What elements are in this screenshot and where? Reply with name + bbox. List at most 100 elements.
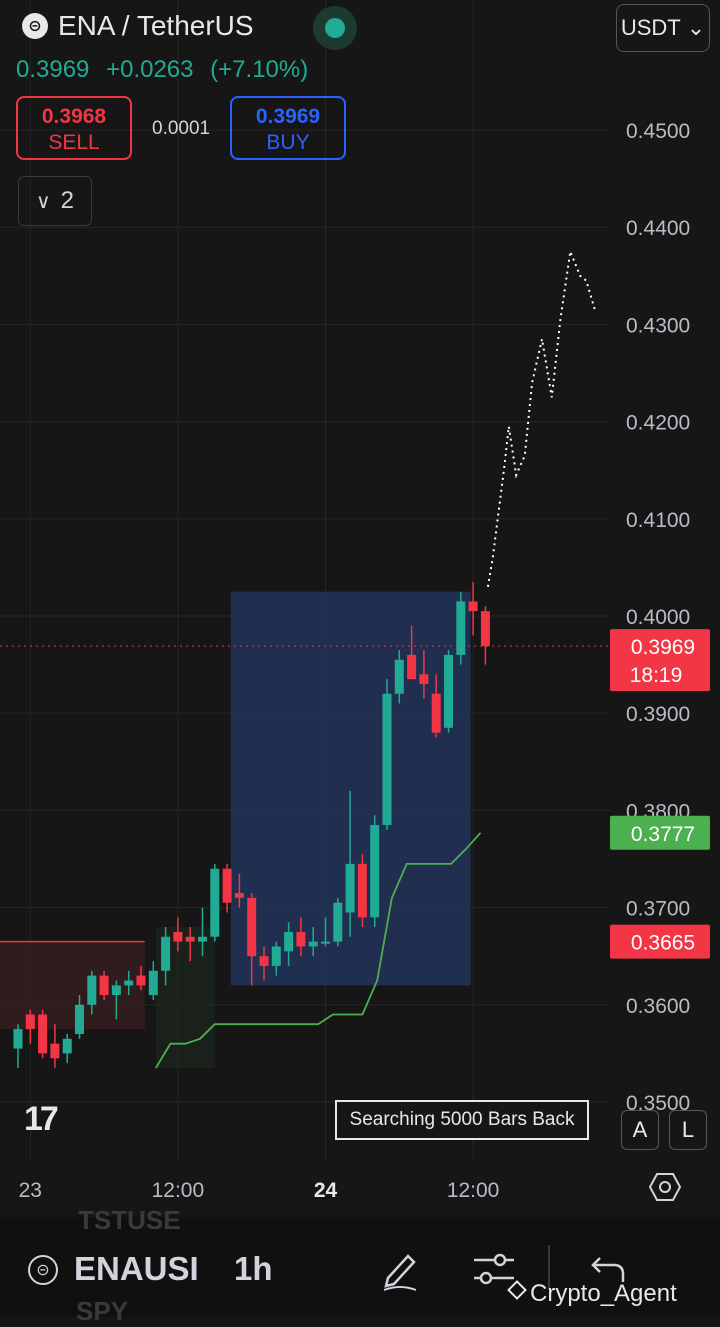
candle-body	[222, 868, 232, 903]
candle-body	[111, 985, 121, 996]
x-tick-label: 23	[19, 1179, 42, 1202]
timeframe-picker[interactable]: 1h	[234, 1250, 273, 1287]
y-tick-label: 0.4000	[626, 606, 690, 629]
candle-body	[124, 980, 134, 986]
price-tag	[610, 924, 710, 959]
price-chart[interactable]: 0.4500 0.4400 0.4300 0.4200 0.4100 0.4000 0.39…	[0, 0, 720, 1217]
x-tick-label: 24	[314, 1179, 338, 1202]
candle-body	[308, 941, 318, 947]
price-summary: 0.3969 +0.0263 (+7.10%)	[16, 56, 318, 84]
sell-price: 0.3968	[41, 105, 107, 128]
auto-scale-button[interactable]: A	[621, 1110, 659, 1150]
buy-price: 0.3969	[255, 105, 321, 128]
candle-body	[99, 975, 109, 996]
market-open-icon	[313, 6, 357, 50]
next-symbol: SPY	[76, 1296, 129, 1326]
indicators-toggle-button[interactable]: ∨ 2	[18, 176, 92, 226]
indicator-count: 2	[60, 187, 74, 214]
log-scale-button[interactable]: L	[669, 1110, 707, 1150]
x-tick-label: 12:00	[152, 1179, 205, 1202]
candle-body	[50, 1043, 60, 1059]
y-tick-label: 0.3900	[626, 703, 690, 726]
price-tag-value: 0.3969	[631, 636, 695, 659]
y-tick-label: 0.3700	[626, 898, 690, 921]
sell-button[interactable]: 0.3968 SELL	[16, 96, 132, 160]
candle-body	[38, 1014, 48, 1054]
y-tick-label: 0.3500	[626, 1092, 690, 1115]
tradingview-logo-icon: 17	[24, 1100, 59, 1138]
bottom-toolbar	[0, 1217, 720, 1317]
symbol-logo-icon: ⊝	[28, 1255, 58, 1285]
candle-body	[456, 601, 466, 655]
x-tick-label: 12:00	[447, 1179, 500, 1202]
search-status-box: Searching 5000 Bars Back	[335, 1100, 589, 1140]
y-tick-label: 0.4200	[626, 412, 690, 435]
candle-body	[173, 931, 183, 942]
candle-body	[148, 970, 158, 996]
candle-body	[198, 936, 207, 942]
price-change-pct: (+7.10%)	[210, 56, 309, 83]
candle-body	[468, 601, 478, 612]
pencil-icon[interactable]	[380, 1248, 420, 1292]
price-tag	[610, 629, 710, 692]
candle-body	[321, 941, 330, 944]
chevron-down-icon: ∨	[36, 190, 51, 213]
currency-label: USDT	[620, 15, 681, 40]
buy-label: BUY	[266, 131, 310, 154]
candle-body	[284, 931, 294, 952]
prev-symbol: TSTUSE	[78, 1205, 181, 1235]
candle-body	[480, 611, 490, 647]
settings-icon[interactable]	[648, 1170, 682, 1204]
candle-body	[296, 931, 306, 947]
candle-body	[431, 693, 441, 733]
y-tick-label: 0.4400	[626, 217, 690, 240]
projection-path	[486, 247, 596, 587]
candle-body	[210, 868, 220, 937]
candle-body	[333, 902, 343, 942]
spread-value: 0.0001	[152, 118, 211, 139]
price-change: +0.0263	[106, 56, 194, 83]
candle-body	[185, 936, 195, 942]
symbol-picker[interactable]: ENAUSI	[74, 1250, 199, 1287]
price-tag-countdown: 18:19	[630, 664, 683, 687]
candle-body	[62, 1038, 72, 1054]
last-price: 0.3969	[16, 56, 90, 83]
candle-body	[345, 863, 355, 913]
candle-body	[357, 863, 367, 918]
candle-body	[444, 654, 453, 728]
y-tick-label: 0.4500	[626, 120, 690, 143]
candle-body	[382, 693, 392, 825]
candle-body	[13, 1029, 23, 1049]
candle-body	[234, 893, 244, 898]
candle-body	[247, 897, 257, 957]
candle-body	[87, 975, 97, 1005]
chevron-down-icon: ⌄	[686, 15, 706, 40]
price-tag-value: 0.3777	[631, 823, 695, 846]
binance-logo-icon	[507, 1280, 527, 1300]
ena-logo-icon: ⊝	[22, 13, 48, 39]
indicators-icon[interactable]	[472, 1250, 516, 1290]
price-tag-value: 0.3665	[631, 932, 695, 955]
candle-body	[136, 975, 146, 986]
sell-label: SELL	[48, 131, 100, 154]
candle-body	[271, 946, 281, 966]
candle-body	[394, 659, 404, 694]
y-tick-label: 0.4300	[626, 314, 690, 337]
candle-body	[259, 956, 269, 966]
candle-body	[370, 824, 380, 918]
undo-icon[interactable]	[590, 1254, 626, 1284]
buy-button[interactable]: 0.3969 BUY	[230, 96, 346, 160]
candle-body	[25, 1014, 35, 1030]
y-tick-label: 0.4100	[626, 509, 690, 532]
currency-selector[interactable]: USDT ⌄	[616, 4, 710, 52]
price-tag	[610, 815, 710, 850]
watermark: Crypto_Agent	[530, 1280, 677, 1307]
pair-name: ENA / TetherUS	[58, 10, 254, 41]
candle-body	[407, 654, 417, 680]
resistance-zone	[0, 941, 145, 1030]
support-line	[155, 832, 482, 1069]
y-tick-label: 0.3600	[626, 995, 690, 1018]
symbol-title[interactable]: ⊝ ENA / TetherUS	[22, 10, 254, 42]
candle-body	[75, 1004, 84, 1034]
candle-body	[419, 674, 429, 685]
